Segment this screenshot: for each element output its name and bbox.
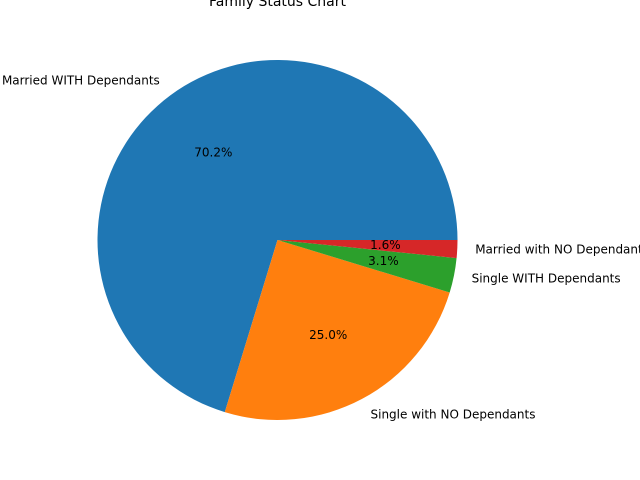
- pct-label-single-with-no-dependants: 25.0%: [309, 328, 347, 342]
- pct-label-single-with-dependants: 3.1%: [368, 254, 399, 268]
- slice-label-married-with-dependants: Married WITH Dependants: [2, 73, 160, 87]
- chart-title: Family Status Chart: [209, 0, 347, 10]
- pie-slice-single-with-no-dependants: [224, 240, 450, 420]
- pie-slice-married-with-dependants: [97, 60, 458, 413]
- slice-label-single-with-dependants: Single WITH Dependants: [472, 272, 621, 286]
- slice-label-married-with-no-dependants: Married with NO Dependants: [475, 243, 640, 257]
- pie-labels: Married WITH Dependants 70.2% Single with …: [2, 73, 640, 421]
- pct-label-married-with-dependants: 70.2%: [194, 146, 232, 160]
- pie-slices: [97, 60, 458, 420]
- pie-slice-single-with-dependants: [277, 240, 457, 293]
- pct-label-married-with-no-dependants: 1.6%: [370, 238, 401, 252]
- slice-label-single-with-no-dependants: Single with NO Dependants: [371, 407, 536, 421]
- pie-slice-married-with-no-dependants: [277, 240, 458, 259]
